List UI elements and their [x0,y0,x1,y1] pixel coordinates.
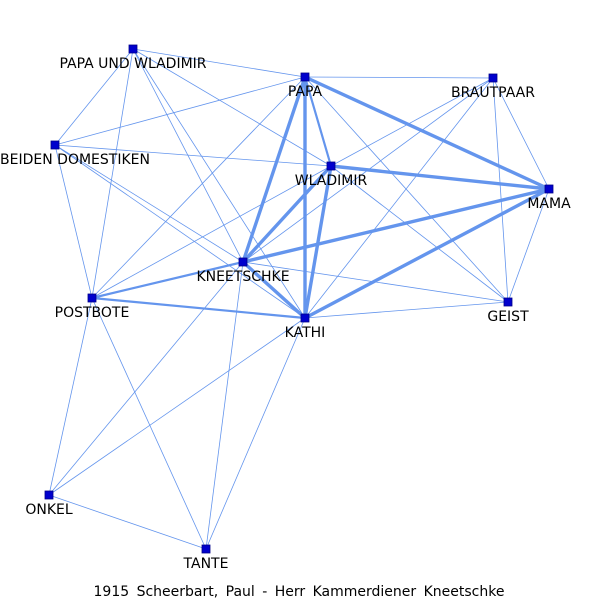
edge-papa_und_wladimir-postbote [91,48,134,299]
node-label-brautpaar: BRAUTPAAR [451,85,535,101]
edge-papa-brautpaar [304,76,494,79]
edge-postbote-onkel [48,297,93,496]
node-papa[interactable] [300,72,310,82]
node-label-tante: TANTE [183,556,229,572]
edge-papa_und_wladimir-wladimir [132,48,332,167]
edge-kneetschke-tante [205,261,244,550]
edge-papa-postbote [91,76,306,299]
node-label-mama: MAMA [527,196,571,212]
node-label-postbote: POSTBOTE [55,305,130,321]
edge-papa-beiden_domestiken [54,76,306,146]
nodes-layer [44,44,554,554]
edge-beiden_domestiken-kathi [54,144,306,319]
labels-layer: PAPA UND WLADIMIR PAPA BRAUTPAAR BEIDEN DOM… [0,56,571,572]
node-label-kathi: KATHI [285,325,326,341]
edge-kneetschke-mama [241,187,551,264]
edge-postbote-kathi [90,296,307,320]
edge-papa_und_wladimir-kathi [132,48,306,319]
edge-wladimir-mama [329,164,551,191]
edge-papa-geist [304,76,509,303]
edge-beiden_domestiken-kneetschke [54,144,244,263]
edge-papa_und_wladimir-papa [132,48,306,78]
node-brautpaar[interactable] [488,73,498,83]
node-wladimir[interactable] [326,161,336,171]
edge-brautpaar-mama [492,77,550,190]
edge-mama-geist [507,188,550,303]
edge-brautpaar-geist [492,77,509,303]
edge-papa-mama [303,75,551,191]
edge-wladimir-kneetschke [241,164,333,264]
edge-brautpaar-kathi [304,77,494,319]
edge-kathi-geist [304,301,509,319]
node-geist[interactable] [503,297,513,307]
node-kneetschke[interactable] [238,257,248,267]
edge-beiden_domestiken-wladimir [54,144,332,167]
node-label-onkel: ONKEL [25,502,73,518]
node-kathi[interactable] [300,313,310,323]
edge-postbote-kneetschke [90,260,245,300]
node-papa_und_wladimir[interactable] [128,44,138,54]
node-label-wladimir: WLADIMIR [295,173,368,189]
edge-kathi-mama [303,187,551,320]
node-tante[interactable] [201,544,211,554]
edge-wladimir-kathi [303,164,333,320]
edge-wladimir-geist [330,165,509,303]
node-mama[interactable] [544,184,554,194]
node-label-beiden_domestiken: BEIDEN DOMESTIKEN [0,152,150,168]
edge-kathi-onkel [48,317,306,496]
node-postbote[interactable] [87,293,97,303]
node-label-papa: PAPA [288,84,323,100]
edge-papa_und_wladimir-beiden_domestiken [54,48,134,146]
edge-kathi-tante [205,317,306,550]
node-label-geist: GEIST [487,309,529,325]
edge-onkel-tante [48,494,207,550]
diagram-caption: 1915 Scheerbart, Paul - Herr Kammerdiene… [94,584,505,600]
edge-papa-wladimir [303,75,333,168]
node-label-papa_und_wladimir: PAPA UND WLADIMIR [59,56,206,72]
node-beiden_domestiken[interactable] [50,140,60,150]
edge-kneetschke-onkel [48,261,244,496]
edge-brautpaar-wladimir [330,77,494,167]
edge-postbote-tante [91,297,207,550]
edge-papa-kneetschke [241,75,307,264]
node-onkel[interactable] [44,490,54,500]
edge-wladimir-postbote [91,165,332,299]
edge-beiden_domestiken-postbote [54,144,93,299]
edges-layer [48,48,551,550]
edge-kneetschke-kathi [241,260,307,320]
node-label-kneetschke: KNEETSCHKE [196,269,289,285]
